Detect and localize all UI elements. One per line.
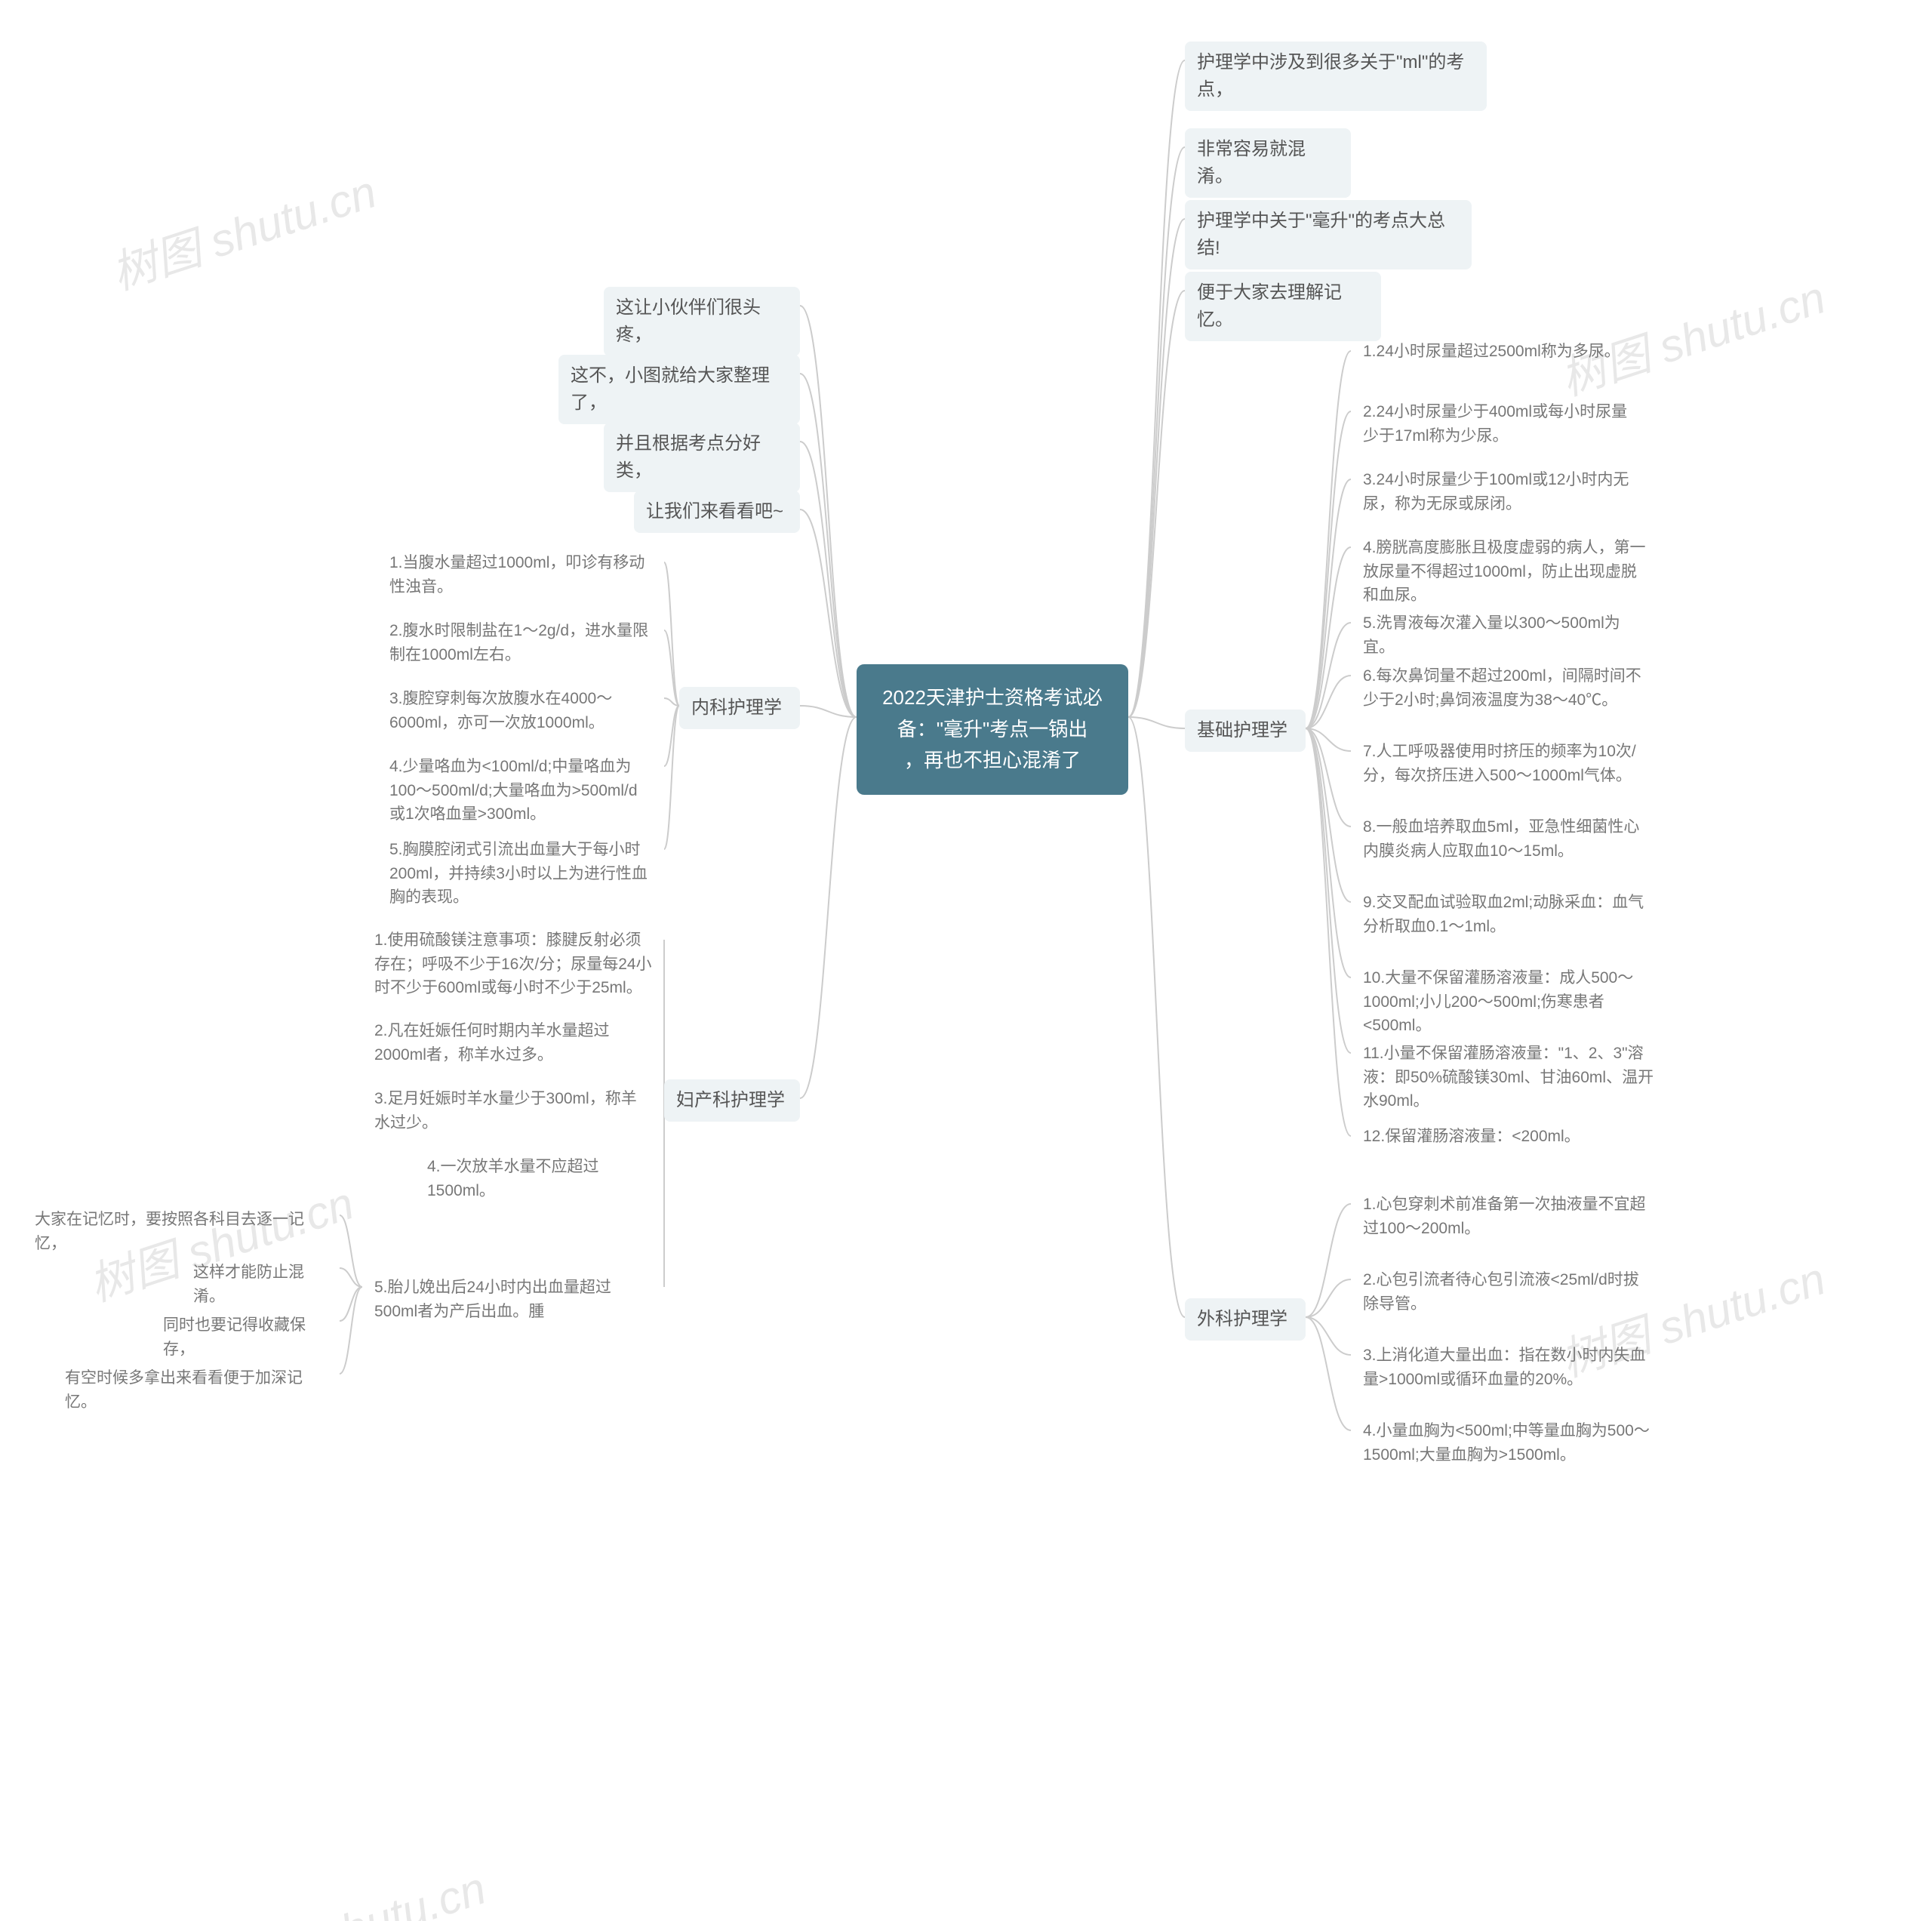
right-leaf-4-9: 10.大量不保留灌肠溶液量：成人500～1000ml;小儿200～500ml;伤… (1351, 959, 1668, 1045)
root-node: 2022天津护士资格考试必 备："毫升"考点一锅出 ，再也不担心混淆了 (857, 664, 1128, 795)
right-leaf-4-3: 4.膀胱高度膨胀且极度虚弱的病人，第一放尿量不得超过1000ml，防止出现虚脱和… (1351, 528, 1660, 615)
right-leaf-5-0: 1.心包穿刺术前准备第一次抽液量不宜超过100～200ml。 (1351, 1185, 1660, 1248)
right-leaf-4-6: 7.人工呼吸器使用时挤压的频率为10次/分，每次挤压进入500～1000ml气体… (1351, 732, 1660, 795)
left-leaf-5-1: 2.凡在妊娠任何时期内羊水量超过2000ml者，称羊水过多。 (362, 1011, 664, 1074)
watermark: 树图 shutu.cn (102, 155, 383, 303)
right-branch-1: 非常容易就混淆。 (1185, 128, 1351, 198)
left-leaf-4-3: 4.少量咯血为<100ml/d;中量咯血为100～500ml/d;大量咯血为>5… (377, 747, 664, 834)
right-leaf-4-2: 3.24小时尿量少于100ml或12小时内无尿，称为无尿或尿闭。 (1351, 460, 1653, 523)
right-leaf-5-1: 2.心包引流者待心包引流液<25ml/d时拔除导管。 (1351, 1261, 1660, 1323)
right-leaf-4-11: 12.保留灌肠溶液量：<200ml。 (1351, 1117, 1592, 1156)
left-branch-2: 并且根据考点分好类， (604, 423, 800, 492)
left-leaf-5-4: 5.胎儿娩出后24小时内出血量超过500ml者为产后出血。腫 (362, 1268, 664, 1331)
left-leaf-5-2: 3.足月妊娠时羊水量少于300ml，称羊水过少。 (362, 1079, 664, 1142)
left-branch-5: 妇产科护理学 (664, 1079, 800, 1122)
right-leaf-4-1: 2.24小时尿量少于400ml或每小时尿量少于17ml称为少尿。 (1351, 393, 1653, 455)
right-branch-3: 便于大家去理解记忆。 (1185, 272, 1381, 341)
left-leaf-5-3: 4.一次放羊水量不应超过1500ml。 (415, 1147, 664, 1210)
left-leaf-4-1: 2.腹水时限制盐在1～2g/d，进水量限制在1000ml左右。 (377, 611, 664, 674)
right-leaf-4-0: 1.24小时尿量超过2500ml称为多尿。 (1351, 332, 1638, 371)
left-leaf-4-0: 1.当腹水量超过1000ml，叩诊有移动性浊音。 (377, 543, 664, 606)
right-branch-0: 护理学中涉及到很多关于"ml"的考点， (1185, 42, 1487, 111)
left-leaf-4-4: 5.胸膜腔闭式引流出血量大于每小时200ml，并持续3小时以上为进行性血胸的表现… (377, 830, 664, 917)
right-leaf-4-5: 6.每次鼻饲量不超过200ml，间隔时间不少于2小时;鼻饲液温度为38～40℃。 (1351, 657, 1660, 719)
mindmap-canvas: 树图 shutu.cn树图 shutu.cn树图 shutu.cn树图 shut… (0, 0, 1932, 1921)
left-branch-1: 这不，小图就给大家整理了， (558, 355, 800, 424)
left-leaf-5-0: 1.使用硫酸镁注意事项：膝腱反射必须存在；呼吸不少于16次/分；尿量每24小时不… (362, 921, 664, 1008)
right-leaf-5-3: 4.小量血胸为<500ml;中等量血胸为500～1500ml;大量血胸为>150… (1351, 1412, 1668, 1474)
right-branch-4: 基础护理学 (1185, 710, 1306, 752)
left-branch-0: 这让小伙伴们很头疼， (604, 287, 800, 356)
left-gleaf-5-4-3: 有空时候多拿出来看看便于加深记忆。 (53, 1359, 340, 1421)
right-branch-5: 外科护理学 (1185, 1298, 1306, 1341)
left-branch-4: 内科护理学 (679, 687, 800, 729)
right-leaf-4-10: 11.小量不保留灌肠溶液量："1、2、3"溶液：即50%硫酸镁30ml、甘油60… (1351, 1034, 1668, 1121)
right-leaf-5-2: 3.上消化道大量出血：指在数小时内失血量>1000ml或循环血量的20%。 (1351, 1336, 1660, 1399)
left-branch-3: 让我们来看看吧~ (634, 491, 800, 533)
left-leaf-4-2: 3.腹腔穿刺每次放腹水在4000～6000ml，亦可一次放1000ml。 (377, 679, 664, 742)
right-branch-2: 护理学中关于"毫升"的考点大总结! (1185, 200, 1472, 269)
watermark: shutu.cn (313, 1862, 492, 1921)
right-leaf-4-7: 8.一般血培养取血5ml，亚急性细菌性心内膜炎病人应取血10～15ml。 (1351, 808, 1660, 870)
right-leaf-4-8: 9.交叉配血试验取血2ml;动脉采血：血气分析取血0.1～1ml。 (1351, 883, 1660, 946)
